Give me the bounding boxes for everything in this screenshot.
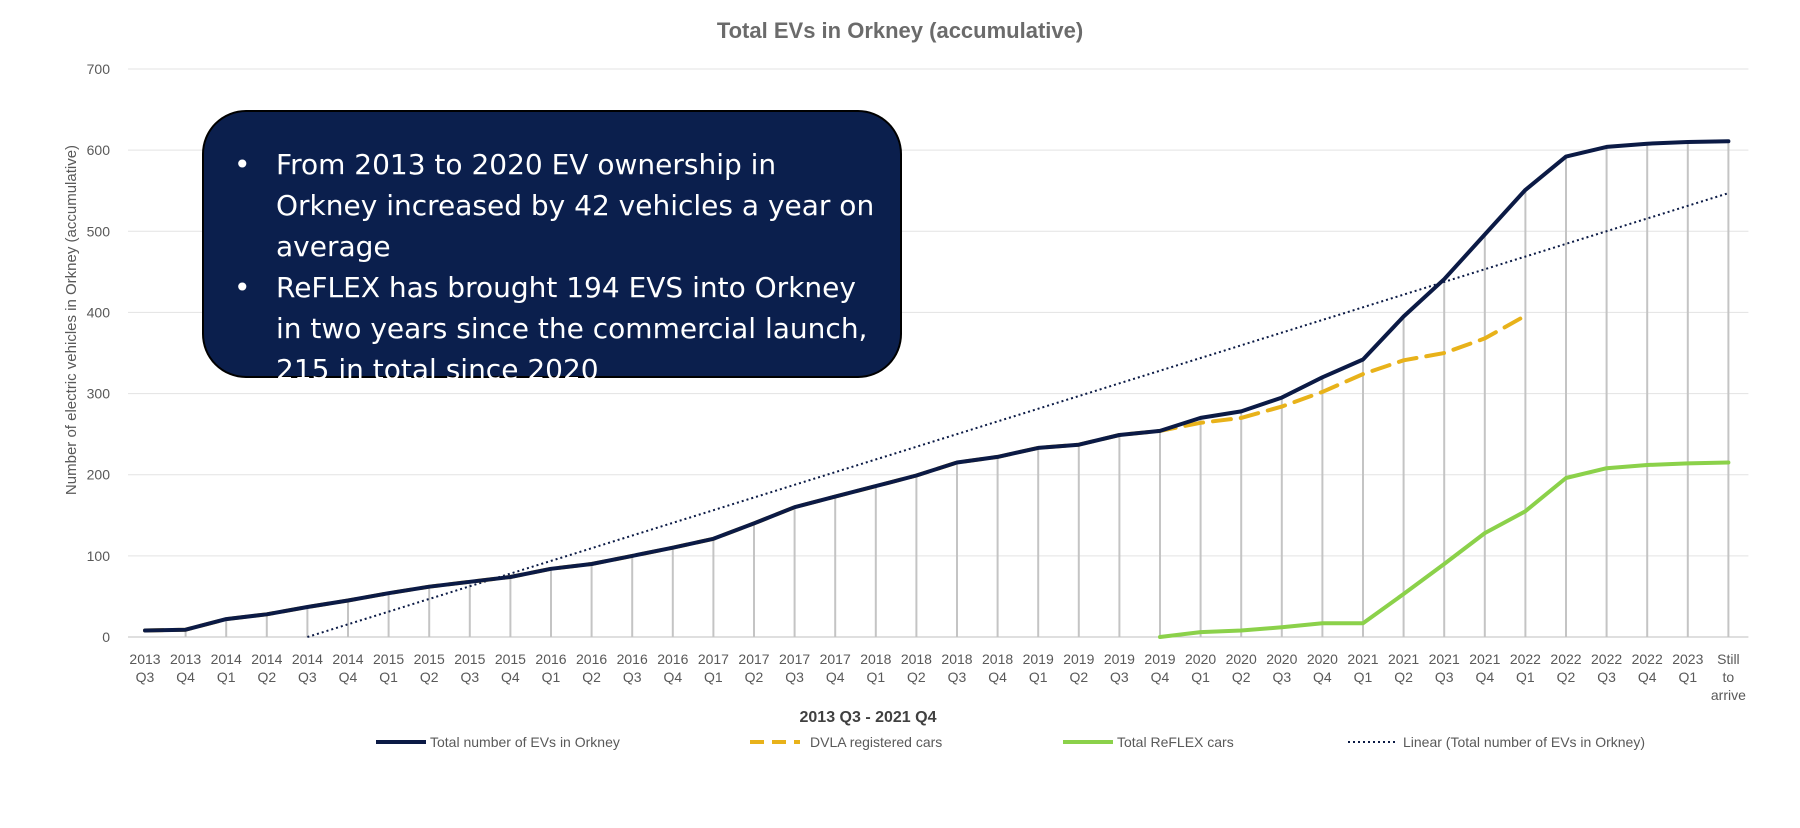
x-tick-label: 2020 Q4 [1307, 651, 1338, 685]
legend-label-2: Total ReFLEX cars [1117, 734, 1234, 750]
x-tick-label: 2017 Q2 [738, 651, 769, 685]
x-tick-label: 2022 Q2 [1550, 651, 1581, 685]
callout-bullet-2: ReFLEX has brought 194 EVS into Orkney i… [232, 267, 876, 390]
x-tick-label: 2023 Q1 [1672, 651, 1703, 685]
chart-title: Total EVs in Orkney (accumulative) [717, 18, 1083, 43]
y-tick-label: 0 [102, 629, 110, 645]
x-tick-label: 2016 Q3 [617, 651, 648, 685]
x-tick-label: 2018 Q4 [982, 651, 1013, 685]
x-tick-label: 2016 Q1 [535, 651, 566, 685]
series-line-0 [143, 139, 1731, 633]
x-tick-label: 2019 Q2 [1063, 651, 1094, 685]
x-tick-label: 2019 Q1 [1023, 651, 1054, 685]
y-axis-label: Number of electric vehicles in Orkney (a… [63, 145, 80, 495]
x-tick-label: 2014 Q2 [251, 651, 282, 685]
x-tick-label: 2015 Q4 [495, 651, 526, 685]
x-tick-label: 2021 Q2 [1388, 651, 1419, 685]
x-tick-label: 2016 Q2 [576, 651, 607, 685]
legend-label-3: Linear (Total number of EVs in Orkney) [1403, 734, 1645, 750]
legend-label-1: DVLA registered cars [810, 734, 942, 750]
x-tick-label: 2014 Q3 [292, 651, 323, 685]
x-tick-label: 2017 Q3 [779, 651, 810, 685]
x-tick-label: 2013 Q4 [170, 651, 201, 685]
x-tick-label: 2020 Q1 [1185, 651, 1216, 685]
x-tick-label: 2021 Q3 [1429, 651, 1460, 685]
x-tick-label: 2021 Q4 [1469, 651, 1500, 685]
y-tick-label: 100 [87, 548, 111, 564]
x-tick-label: 2017 Q1 [698, 651, 729, 685]
x-tick-label: 2018 Q2 [901, 651, 932, 685]
series-lines [143, 139, 1731, 639]
y-tick-label: 200 [87, 467, 111, 483]
x-tick-label: 2014 Q4 [332, 651, 363, 685]
x-tick-label: 2018 Q1 [860, 651, 891, 685]
x-axis-label: 2013 Q3 - 2021 Q4 [800, 709, 937, 726]
x-tick-label: 2017 Q4 [820, 651, 851, 685]
x-tick-label: 2022 Q4 [1632, 651, 1663, 685]
y-axis-ticks: 0 100 200 300 400 500 600 700 [87, 61, 111, 645]
y-tick-label: 300 [87, 386, 111, 402]
x-tick-label: 2019 Q4 [1144, 651, 1175, 685]
x-tick-label: 2022 Q1 [1510, 651, 1541, 685]
y-tick-label: 600 [87, 142, 111, 158]
x-tick-label: 2015 Q3 [454, 651, 485, 685]
legend: Total number of EVs in Orkney DVLA regist… [376, 734, 1645, 750]
gridlines [128, 68, 1749, 638]
x-tick-label: 2022 Q3 [1591, 651, 1622, 685]
x-tick-label: 2021 Q1 [1347, 651, 1378, 685]
y-tick-label: 700 [87, 61, 111, 77]
summary-callout: From 2013 to 2020 EV ownership in Orkney… [202, 110, 902, 386]
x-tick-label: 2014 Q1 [211, 651, 242, 685]
x-tick-label: Still to arrive [1711, 651, 1746, 703]
x-axis-ticks: 2013 Q3 2013 Q4 2014 Q1 2014 Q2 2014 Q3 2014 Q4 2015… [129, 651, 1746, 703]
drop-lines [184, 141, 1730, 637]
series-line-3 [307, 192, 1729, 638]
x-tick-label: 2013 Q3 [129, 651, 160, 685]
series-line-2 [1158, 460, 1731, 639]
x-tick-label: 2020 Q3 [1266, 651, 1297, 685]
x-tick-label: 2015 Q2 [414, 651, 445, 685]
x-tick-label: 2016 Q4 [657, 651, 688, 685]
x-tick-label: 2018 Q3 [941, 651, 972, 685]
x-tick-label: 2015 Q1 [373, 651, 404, 685]
y-tick-label: 400 [87, 304, 111, 320]
legend-label-0: Total number of EVs in Orkney [430, 734, 620, 750]
y-tick-label: 500 [87, 223, 111, 239]
callout-bullet-1: From 2013 to 2020 EV ownership in Orkney… [232, 144, 876, 267]
x-tick-label: 2020 Q2 [1226, 651, 1257, 685]
x-tick-label: 2019 Q3 [1104, 651, 1135, 685]
